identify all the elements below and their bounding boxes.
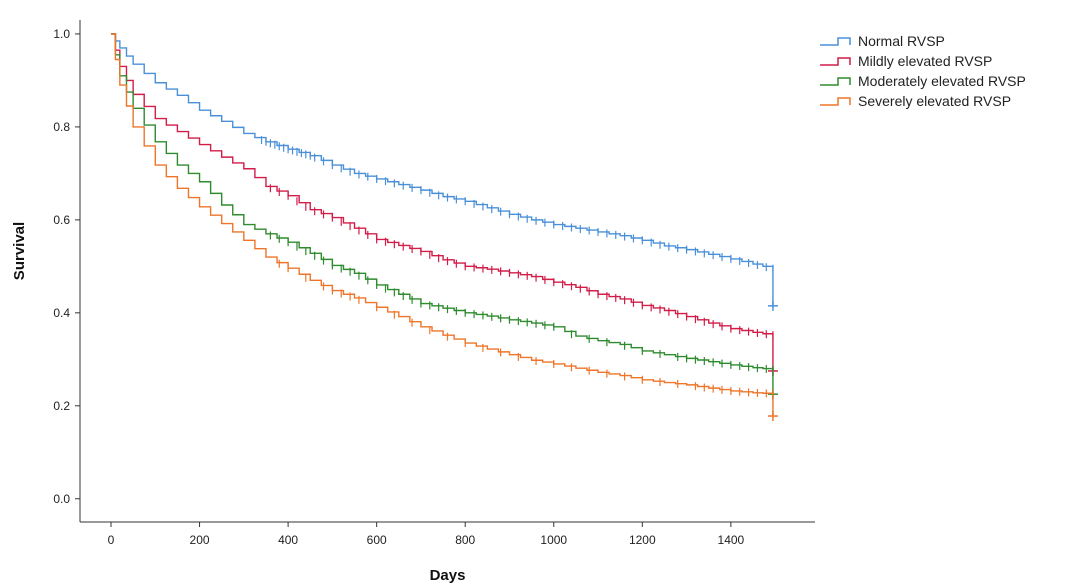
x-tick-label: 800 xyxy=(455,533,475,547)
legend-swatch xyxy=(820,57,851,66)
legend-label: Normal RVSP xyxy=(858,33,945,49)
legend-item: Severely elevated RVSP xyxy=(820,93,1011,109)
series-line xyxy=(110,33,774,306)
y-axis-title: Survival xyxy=(11,222,28,280)
y-tick-label: 0.6 xyxy=(53,213,70,227)
x-tick-label: 1400 xyxy=(718,533,745,547)
y-tick-label: 0.0 xyxy=(53,492,70,506)
series-2 xyxy=(110,33,778,400)
series-line xyxy=(110,33,774,395)
legend-label: Moderately elevated RVSP xyxy=(858,73,1026,89)
y-tick-label: 0.2 xyxy=(53,399,70,413)
x-axis-title: Days xyxy=(430,567,466,584)
x-tick-label: 600 xyxy=(367,533,387,547)
y-tick-label: 1.0 xyxy=(53,27,70,41)
series-1 xyxy=(110,33,778,376)
axes xyxy=(79,20,815,523)
legend-swatch xyxy=(820,37,851,46)
x-tick-label: 0 xyxy=(108,533,115,547)
y-tick-label: 0.4 xyxy=(53,306,70,320)
series-layer xyxy=(110,33,778,422)
legend-item: Normal RVSP xyxy=(820,33,945,49)
x-tick-label: 1000 xyxy=(540,533,567,547)
legend-swatch xyxy=(820,97,851,106)
legend-swatch xyxy=(820,77,851,86)
series-3 xyxy=(110,33,778,422)
x-tick-label: 400 xyxy=(278,533,298,547)
ticks: 0 200 400 600 800 1000 1200 1400 0.0 0.2 0.4 0.6 0.8… xyxy=(53,27,744,547)
series-0 xyxy=(110,33,778,311)
y-tick-label: 0.8 xyxy=(53,120,70,134)
legend-item: Mildly elevated RVSP xyxy=(820,53,992,69)
x-tick-label: 200 xyxy=(190,533,210,547)
legend-item: Moderately elevated RVSP xyxy=(820,73,1026,89)
series-line xyxy=(110,33,774,371)
series-line xyxy=(110,33,774,417)
legend: Normal RVSP Mildly elevated RVSP Moderatel… xyxy=(820,33,1026,109)
legend-label: Severely elevated RVSP xyxy=(858,93,1011,109)
x-tick-label: 1200 xyxy=(629,533,656,547)
legend-label: Mildly elevated RVSP xyxy=(858,53,992,69)
